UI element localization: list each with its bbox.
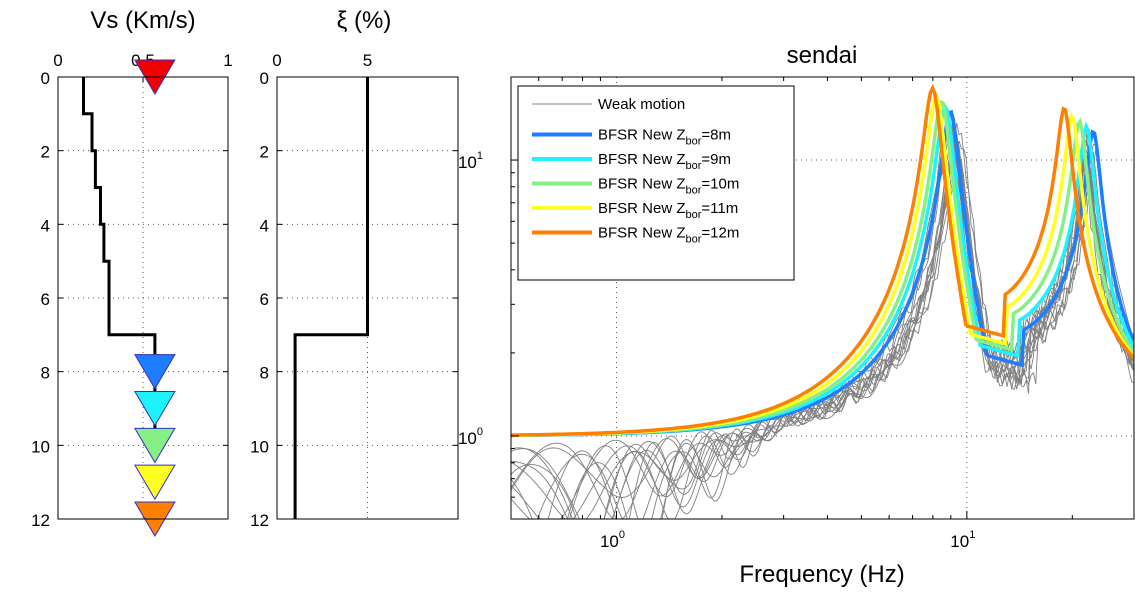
vs-grid [58, 77, 228, 519]
y-tick-label: 0 [41, 69, 50, 88]
y-tick-label: 8 [260, 364, 269, 383]
bfsr-curve-5 [511, 83, 1134, 437]
y-tick-label: 6 [260, 290, 269, 309]
y-tick-label: 8 [41, 364, 50, 383]
marker-triangle-3 [134, 391, 176, 427]
y-tick-label: 4 [260, 216, 269, 235]
marker-triangle-4 [134, 427, 176, 464]
vs-axes-box [57, 76, 229, 520]
marker-triangle-2 [134, 354, 176, 390]
xi-ticks: 0 2 4 6 8 10 12 0 5 [250, 51, 458, 530]
vs-profile-line [82, 77, 157, 431]
y-tick-label: 2 [41, 143, 50, 162]
y-tick-label: 10 [31, 437, 50, 456]
y-tick-label: 100 [458, 426, 483, 448]
vs-panel: Vs (Km/s) 02468101200.51 [31, 7, 233, 537]
xi-axes-box [276, 76, 459, 520]
y-tick-label: 0 [260, 69, 269, 88]
vs-markers [134, 59, 176, 537]
legend-label: BFSR New Zbor=12m [598, 225, 739, 246]
fr-grid [511, 77, 1134, 519]
y-tick-label: 4 [41, 216, 50, 235]
y-tick-label: 101 [458, 150, 483, 172]
y-tick-label: 2 [260, 143, 269, 162]
fr-xlabel: Frequency (Hz) [739, 561, 904, 588]
legend-label: BFSR New Zbor=10m [598, 176, 739, 197]
bfsr-curves [511, 83, 1134, 438]
xi-panel: ξ (%) 0 2 4 6 8 10 12 0 5 [250, 7, 459, 530]
y-tick-label: 12 [250, 511, 269, 530]
vs-panel-title: Vs (Km/s) [90, 7, 195, 34]
weak-motion-curve [547, 140, 1134, 519]
fr-ticks: 100 101 100 101 [458, 77, 1073, 551]
marker-triangle-5 [134, 464, 176, 501]
legend-label: BFSR New Zbor=11m [598, 200, 738, 221]
fr-axes-box [510, 76, 1135, 520]
vs-ticks: 02468101200.51 [31, 51, 233, 530]
fr-panel-title: sendai [787, 42, 858, 69]
fr-panel: sendai 100 101 100 101 Frequency (Hz) Weak … [458, 42, 1135, 588]
y-tick-label: 12 [31, 511, 50, 530]
x-tick-label: 1 [223, 51, 232, 70]
xi-panel-title: ξ (%) [337, 7, 392, 34]
y-tick-label: 6 [41, 290, 50, 309]
xi-profile-line [293, 77, 369, 519]
x-tick-label: 0 [53, 51, 62, 70]
legend-label: Weak motion [598, 96, 685, 113]
x-tick-label: 100 [600, 529, 625, 551]
x-tick-label: 101 [950, 529, 975, 551]
x-tick-label: 5 [363, 51, 372, 70]
weak-motion-curves [511, 110, 1134, 519]
y-tick-label: 10 [250, 437, 269, 456]
weak-motion-curve [511, 122, 1134, 519]
x-tick-label: 0 [272, 51, 281, 70]
